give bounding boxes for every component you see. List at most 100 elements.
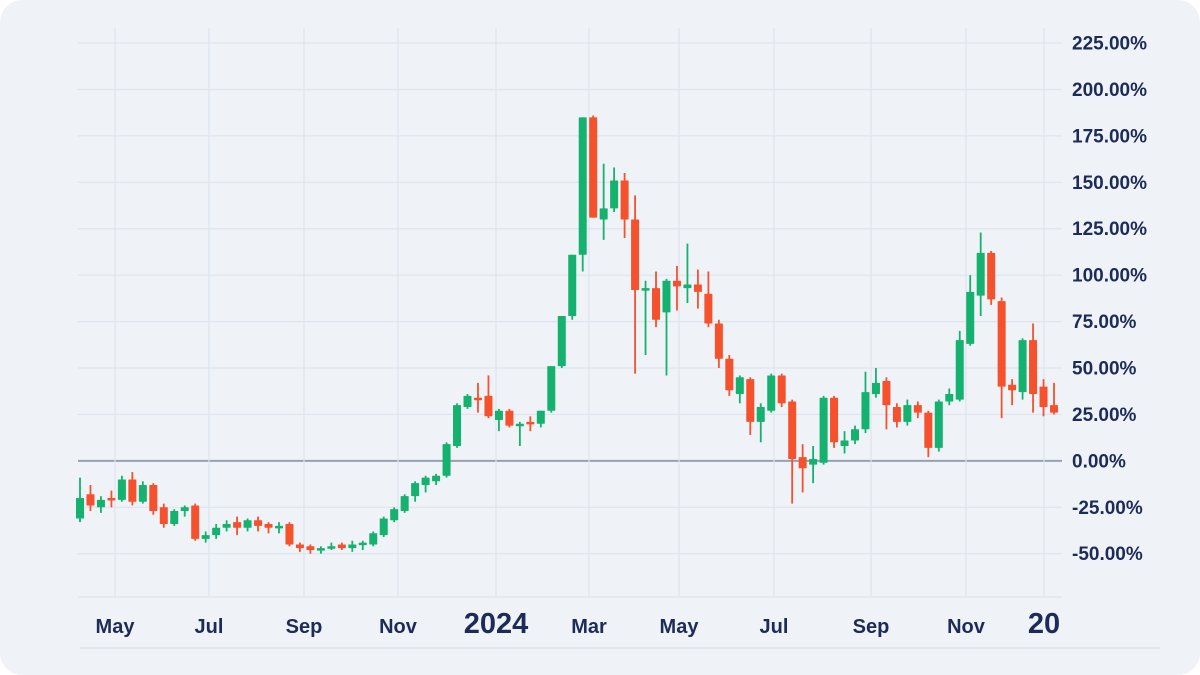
candle[interactable] [830,397,839,443]
candle[interactable] [924,412,933,448]
candle[interactable] [432,475,441,482]
y-axis-label: -25.00% [1072,498,1143,519]
candle[interactable] [871,382,880,395]
candle[interactable] [107,498,116,501]
candle[interactable] [1050,405,1058,413]
candle[interactable] [672,280,681,287]
candle[interactable] [159,507,168,525]
candle[interactable] [243,520,252,528]
candle[interactable] [1018,340,1027,393]
candle[interactable] [861,392,870,430]
candle[interactable] [641,288,650,291]
candle[interactable] [295,544,304,549]
candle[interactable] [411,483,420,497]
candle[interactable] [212,527,221,536]
candle[interactable] [170,511,179,525]
candle[interactable] [610,180,619,209]
candle[interactable] [442,444,451,476]
candle[interactable] [934,401,943,448]
y-axis-label: 100.00% [1072,266,1147,287]
candle[interactable] [306,546,315,551]
candle[interactable] [76,498,84,519]
candle[interactable] [892,407,901,422]
candle[interactable] [589,117,598,218]
candle[interactable] [473,397,482,401]
candle[interactable] [316,548,325,551]
candle[interactable] [735,377,744,395]
candle[interactable] [180,507,189,512]
candle[interactable] [798,457,807,469]
candle[interactable] [819,397,828,463]
candle[interactable] [1008,384,1017,391]
candle[interactable] [840,440,849,447]
candle[interactable] [746,379,755,422]
candle[interactable] [379,518,388,536]
candle[interactable] [254,520,263,526]
candle[interactable] [756,407,765,422]
candle[interactable] [725,358,734,391]
candle[interactable] [536,410,545,424]
candle[interactable] [327,546,336,549]
candle[interactable] [390,509,399,521]
candle[interactable] [903,405,912,422]
candle[interactable] [421,477,430,486]
candle[interactable] [515,423,524,427]
candle[interactable] [358,542,367,546]
candle[interactable] [494,410,503,421]
candle[interactable] [955,340,964,400]
candle[interactable] [683,284,692,289]
candle[interactable] [987,252,996,300]
candle[interactable] [693,284,702,292]
candle[interactable] [976,252,985,296]
candle[interactable] [809,459,818,465]
candle[interactable] [578,117,587,255]
candle[interactable] [882,381,891,406]
candle[interactable] [505,410,514,426]
candle[interactable] [599,208,608,220]
candle[interactable] [264,524,273,528]
candle[interactable] [547,366,556,411]
candle[interactable] [997,301,1006,387]
candle[interactable] [652,288,661,320]
candle[interactable] [191,505,200,539]
candle[interactable] [453,405,462,447]
candle[interactable] [400,496,409,512]
candle[interactable] [128,479,137,502]
candle[interactable] [484,395,493,417]
candle[interactable] [1039,386,1048,408]
candle[interactable] [117,479,126,500]
candle[interactable] [222,524,231,528]
candle[interactable] [767,375,776,411]
candle[interactable] [274,525,283,529]
candle[interactable] [201,535,210,539]
candle[interactable] [788,401,797,460]
candle[interactable] [777,375,786,404]
candle[interactable] [1029,340,1038,395]
x-axis-label: Sep [853,616,890,638]
candle[interactable] [704,293,713,324]
candle[interactable] [149,485,158,512]
candle[interactable] [913,405,922,413]
candle[interactable] [138,485,147,502]
candle[interactable] [620,180,629,220]
candle[interactable] [369,533,378,545]
candle[interactable] [86,494,95,506]
candle[interactable] [568,254,577,317]
candle[interactable] [526,421,535,425]
candle[interactable] [233,522,242,528]
candle[interactable] [96,499,105,508]
candle[interactable] [463,395,472,408]
candle[interactable] [966,291,975,344]
candle[interactable] [348,544,357,549]
candle[interactable] [945,394,954,402]
candle[interactable] [714,323,723,359]
candle[interactable] [851,429,860,441]
candle[interactable] [337,544,346,549]
candle[interactable] [662,280,671,313]
candle[interactable] [557,316,566,367]
y-axis-label: 0.00% [1072,451,1126,472]
candle[interactable] [285,524,294,545]
candle[interactable] [631,219,640,291]
